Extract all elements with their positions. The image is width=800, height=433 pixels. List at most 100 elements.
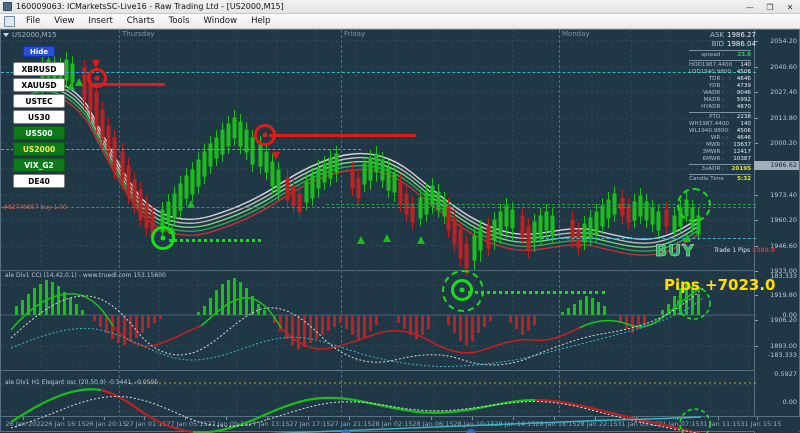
symbol-selector-panel[interactable]: Hide XBRUSD XAUUSD USTEC US30 US500 US20… — [13, 46, 65, 188]
info-row-madr: MADR : 5992 — [687, 97, 753, 104]
menu-item-view[interactable]: View — [54, 16, 75, 26]
info-row-wr: WR : 4646 — [687, 135, 753, 142]
time-label: 27 Jan 01:15 — [125, 420, 167, 428]
divider — [689, 164, 751, 165]
info-row-wh: WH1987.4400 : 140 — [687, 121, 753, 134]
pane-separator[interactable] — [1, 370, 800, 371]
info-key: 3MWR : — [702, 149, 724, 155]
symbol-button-ustec[interactable]: USTEC — [13, 94, 65, 108]
symbol-button-us2000[interactable]: US2000 — [13, 142, 65, 156]
price-label: 2000.20 — [770, 139, 797, 147]
info-key: BID — [711, 40, 724, 48]
sell-signal-line — [269, 134, 416, 137]
menu-item-help[interactable]: Help — [251, 16, 271, 26]
info-row-ydr: YDR : 4739 — [687, 83, 753, 90]
price-label: 1919.80 — [770, 291, 797, 299]
maximize-icon[interactable]: ❐ — [766, 2, 774, 12]
symbol-button-us30[interactable]: US30 — [13, 110, 65, 124]
info-key: MADR : — [703, 97, 724, 103]
cyan-level-line — [1, 72, 756, 73]
time-label: 26 Jan 2022 — [5, 420, 45, 428]
symbol-button-xauusd[interactable]: XAUUSD — [13, 78, 65, 92]
time-label: 31 Jan 15:15 — [740, 420, 782, 428]
price-label: 1893.00 — [770, 342, 797, 350]
app-menu-icon[interactable] — [4, 15, 15, 27]
symbol-button-de40[interactable]: DE40 — [13, 174, 65, 188]
price-label: 2040.60 — [770, 63, 797, 71]
info-value: 4506 — [736, 128, 751, 134]
elegant-osc-pane[interactable] — [1, 30, 761, 433]
divergence-highlight-circle — [442, 270, 484, 312]
elegant-axis-label: 0.5927 — [774, 370, 797, 378]
info-value: 4870 — [736, 104, 751, 110]
osma-pane[interactable] — [1, 30, 761, 433]
divergence-highlight-circle — [677, 188, 711, 222]
info-key: spread : — [701, 52, 724, 58]
menu-item-tools[interactable]: Tools — [168, 16, 190, 26]
info-value: 12417 — [733, 149, 751, 155]
info-key: TDR : — [708, 76, 724, 82]
chevron-down-icon[interactable] — [3, 33, 9, 37]
time-label: 28 Jan 22:15 — [576, 420, 618, 428]
chart-grid-layer — [1, 30, 756, 418]
osma-pane-label: ale Div1 CCI (14,42,0.1) - www.truedl.co… — [5, 272, 166, 279]
chart-symbol-header[interactable]: US2000,M15 — [3, 31, 57, 39]
pane-separator[interactable] — [1, 270, 800, 271]
open-order-label: #82749657 buy 1.00 — [3, 204, 67, 211]
symbol-button-vixg2[interactable]: VIX_G2 — [13, 158, 65, 172]
info-key: HYADR : — [701, 104, 724, 110]
window-titlebar: 160009063: ICMarketsSC-Live16 - Raw Trad… — [0, 0, 800, 14]
window-controls[interactable]: — ❐ ✕ — [740, 0, 800, 14]
chart-workspace[interactable]: Thursday Friday Monday — [0, 29, 800, 433]
info-row-hyadr: HYADR : 4870 — [687, 104, 753, 111]
info-row-wadr: WADR : 9046 — [687, 90, 753, 97]
time-scale[interactable]: 26 Jan 2022 26 Jan 16:15 26 Jan 20:15 27… — [1, 416, 800, 431]
hide-button[interactable]: Hide — [23, 46, 55, 57]
menu-item-window[interactable]: Window — [203, 16, 238, 26]
trade-pips-value: 3389.0 — [752, 247, 776, 254]
buy-annotation-label: BUY — [655, 241, 695, 260]
total-pips-label: Pips +7023.0 — [664, 276, 776, 294]
market-info-table: ASK 1986.27 BID 1986.04 spread : 23.0 HOD19… — [687, 31, 756, 183]
cyan-level-line — [541, 238, 756, 239]
symbol-button-us500[interactable]: US500 — [13, 126, 65, 140]
signal-arrows — [67, 60, 691, 244]
info-row-hod: HOD1987.4400 : 140 — [687, 62, 753, 75]
info-row-6mwr: 6MWR : 10387 — [687, 156, 753, 163]
close-icon[interactable]: ✕ — [786, 2, 794, 12]
info-key: PTO : — [709, 114, 724, 120]
minimize-icon[interactable]: — — [746, 2, 754, 12]
info-value: 4646 — [736, 76, 751, 82]
buy-signal-circle — [151, 226, 175, 250]
info-key: WADR : — [703, 90, 724, 96]
sell-signal-circle — [254, 124, 276, 146]
info-row-candle-time: Candle Time 5:32 — [687, 176, 753, 183]
menu-item-charts[interactable]: Charts — [126, 16, 155, 26]
mt4-icon — [3, 2, 12, 11]
current-price-label: 1986.62 — [754, 161, 799, 170]
time-label: 28 Jan 18:15 — [535, 420, 577, 428]
time-label: 28 Jan 06:15 — [412, 420, 454, 428]
time-label: 31 Jan 03:15 — [617, 420, 659, 428]
info-row-3xadr: 3xADR : 20195 — [687, 166, 753, 173]
price-pane[interactable] — [1, 30, 761, 280]
info-key: Candle Time — [689, 176, 724, 182]
menu-item-file[interactable]: File — [26, 16, 41, 26]
day-separator-line — [341, 30, 342, 418]
info-key: MWR : — [706, 142, 724, 148]
info-row-mwr: MWR : 13637 — [687, 142, 753, 149]
divider — [689, 50, 751, 51]
info-value: 23.0 — [737, 52, 751, 58]
info-value: 10387 — [733, 156, 751, 162]
info-key: HOD1987.4400 : — [689, 62, 733, 75]
info-row-wl: WL1940.9800 : 4506 — [687, 128, 753, 141]
time-label: 26 Jan 20:15 — [85, 420, 127, 428]
info-row-bid: BID 1986.04 — [687, 40, 756, 49]
info-value: 4739 — [736, 83, 751, 89]
menu-item-insert[interactable]: Insert — [88, 16, 113, 26]
chart-frame[interactable]: Thursday Friday Monday — [0, 29, 800, 433]
price-scale[interactable]: 2054.20 2040.60 2027.40 2013.80 2000.20 … — [754, 30, 799, 433]
day-separator-line — [119, 30, 120, 418]
symbol-button-xbrusd[interactable]: XBRUSD — [13, 62, 65, 76]
price-label: 1946.60 — [770, 242, 797, 250]
